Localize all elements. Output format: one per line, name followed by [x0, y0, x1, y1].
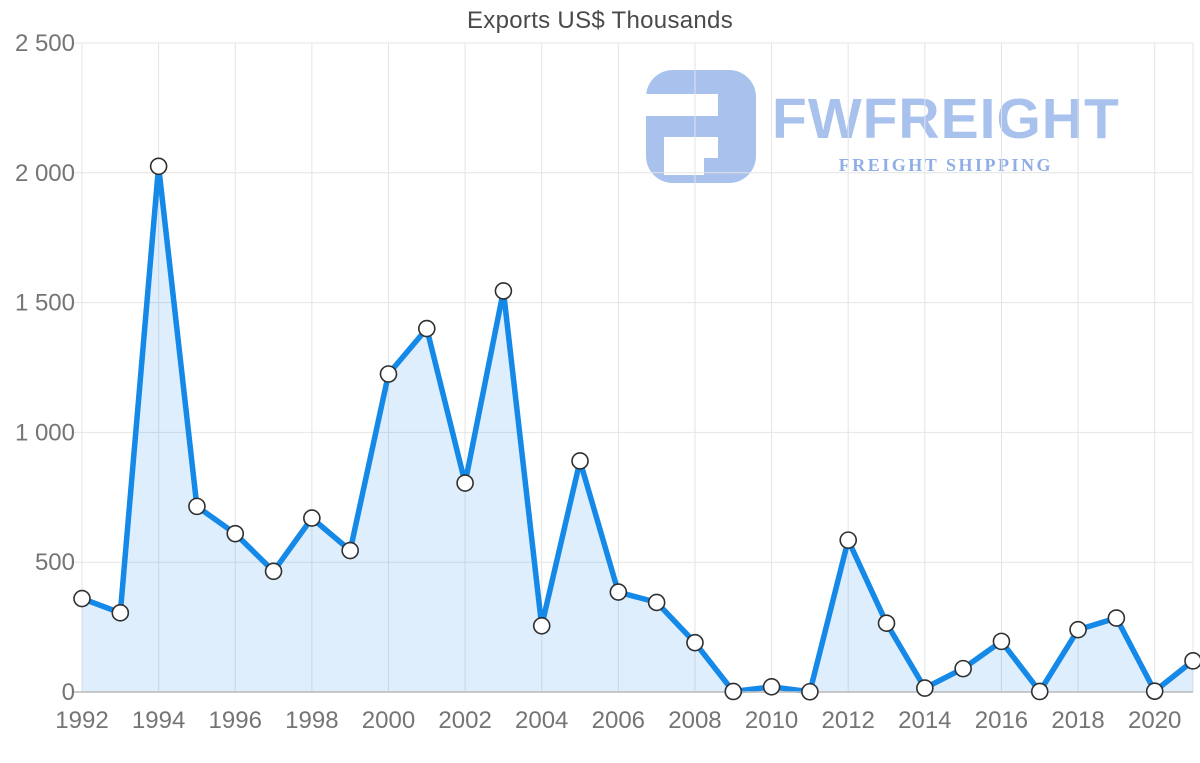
data-point-2003[interactable]: [494, 282, 513, 300]
data-point-2019[interactable]: [1107, 609, 1126, 627]
data-point-1999[interactable]: [341, 541, 359, 560]
chart-title: Exports US$ Thousands: [467, 7, 733, 34]
data-point-2007[interactable]: [647, 593, 666, 612]
data-point-2021[interactable]: [1184, 652, 1200, 670]
data-point-2009[interactable]: [724, 682, 743, 701]
y-tick-label-1500: 1 500: [15, 290, 75, 317]
data-point-2006[interactable]: [609, 583, 628, 601]
data-point-2016[interactable]: [992, 632, 1011, 651]
data-point-1998[interactable]: [303, 509, 321, 527]
x-tick-label-1998: 1998: [285, 707, 338, 734]
x-tick-label-2008: 2008: [668, 707, 721, 734]
x-tick-label-2000: 2000: [362, 707, 415, 734]
data-point-2015[interactable]: [954, 659, 972, 678]
x-tick-label-2016: 2016: [975, 707, 1028, 734]
data-point-2005[interactable]: [571, 452, 589, 470]
data-point-2013[interactable]: [877, 614, 896, 633]
x-tick-label-2002: 2002: [438, 707, 491, 734]
y-tick-label-2500: 2 500: [15, 30, 75, 57]
series-area: [82, 166, 1193, 693]
x-tick-label-2014: 2014: [898, 707, 951, 734]
data-point-1995[interactable]: [188, 497, 206, 516]
data-point-2020[interactable]: [1145, 682, 1164, 701]
x-tick-label-1996: 1996: [209, 707, 262, 734]
data-point-1994[interactable]: [149, 157, 168, 176]
series-line: [79, 163, 1196, 695]
y-tick-label-0: 0: [62, 679, 75, 706]
data-point-1992[interactable]: [73, 589, 91, 608]
y-tick-label-1000: 1 000: [15, 419, 75, 446]
x-tick-label-1992: 1992: [55, 707, 108, 734]
x-tick-label-2012: 2012: [822, 707, 875, 734]
x-tick-label-2018: 2018: [1051, 707, 1104, 734]
x-tick-label-2020: 2020: [1128, 707, 1181, 734]
y-tick-label-2000: 2 000: [15, 160, 75, 187]
data-point-2000[interactable]: [379, 365, 398, 383]
x-tick-label-2006: 2006: [592, 707, 645, 734]
x-tick-label-2010: 2010: [745, 707, 798, 734]
data-point-1997[interactable]: [264, 562, 283, 581]
data-point-2018[interactable]: [1069, 620, 1087, 639]
data-point-2001[interactable]: [417, 319, 436, 338]
data-point-2012[interactable]: [839, 531, 858, 549]
data-point-1993[interactable]: [111, 604, 130, 622]
data-point-2017[interactable]: [1030, 682, 1049, 701]
x-tick-label-2004: 2004: [515, 707, 568, 734]
data-point-2004[interactable]: [532, 617, 551, 635]
y-tick-label-500: 500: [35, 549, 75, 576]
x-tick-label-1994: 1994: [132, 707, 185, 734]
data-point-2008[interactable]: [686, 633, 704, 652]
data-point-2014[interactable]: [916, 679, 934, 697]
data-point-1996[interactable]: [226, 524, 245, 543]
data-point-2010[interactable]: [762, 678, 781, 696]
data-point-2011[interactable]: [801, 682, 819, 701]
data-point-2002[interactable]: [456, 474, 474, 492]
